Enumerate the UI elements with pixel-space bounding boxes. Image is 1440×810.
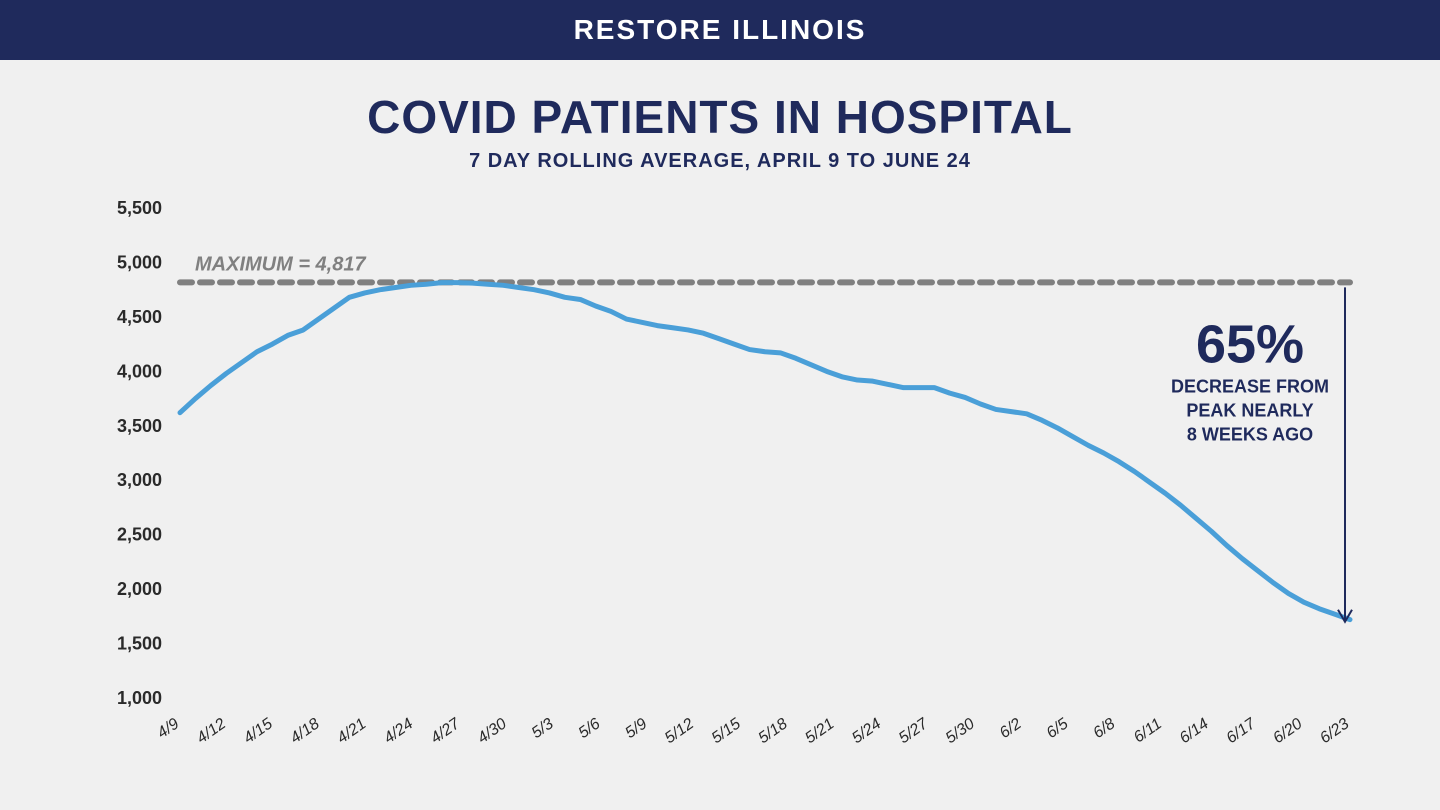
svg-text:5/15: 5/15 xyxy=(709,715,744,747)
svg-text:4,000: 4,000 xyxy=(117,361,162,381)
svg-text:5/9: 5/9 xyxy=(622,715,650,742)
svg-text:4/27: 4/27 xyxy=(428,715,464,747)
svg-text:6/11: 6/11 xyxy=(1131,715,1165,746)
svg-text:5/30: 5/30 xyxy=(943,715,978,747)
line-chart: 1,000 1,500 2,000 2,500 3,000 3,500 4,000 4,500… xyxy=(60,188,1380,768)
callout-line: 8 WEEKS AGO xyxy=(1187,424,1313,444)
svg-text:5/18: 5/18 xyxy=(755,715,790,747)
svg-text:5,000: 5,000 xyxy=(117,252,162,272)
svg-text:6/2: 6/2 xyxy=(997,715,1025,742)
svg-text:2,500: 2,500 xyxy=(117,525,162,545)
svg-text:5/3: 5/3 xyxy=(529,715,557,742)
svg-text:4/18: 4/18 xyxy=(287,715,322,747)
svg-text:5/12: 5/12 xyxy=(662,715,697,747)
chart-container: 1,000 1,500 2,000 2,500 3,000 3,500 4,000 4,500… xyxy=(60,188,1380,768)
svg-text:5/21: 5/21 xyxy=(802,715,837,747)
svg-text:3,500: 3,500 xyxy=(117,416,162,436)
svg-text:2,000: 2,000 xyxy=(117,579,162,599)
max-label: MAXIMUM = 4,817 xyxy=(195,253,366,275)
data-line xyxy=(180,283,1350,620)
svg-text:4,500: 4,500 xyxy=(117,307,162,327)
svg-text:1,500: 1,500 xyxy=(117,634,162,654)
callout-line: PEAK NEARLY xyxy=(1186,400,1313,420)
header-text: RESTORE ILLINOIS xyxy=(574,14,867,46)
svg-text:4/21: 4/21 xyxy=(334,715,369,747)
svg-text:4/15: 4/15 xyxy=(241,715,276,747)
content-area: COVID PATIENTS IN HOSPITAL 7 DAY ROLLING… xyxy=(0,60,1440,778)
svg-text:4/30: 4/30 xyxy=(475,715,510,747)
callout-percent: 65% xyxy=(1196,314,1304,374)
chart-title: COVID PATIENTS IN HOSPITAL xyxy=(40,90,1400,144)
svg-text:5/24: 5/24 xyxy=(849,715,884,747)
svg-text:5/6: 5/6 xyxy=(576,715,604,742)
svg-text:3,000: 3,000 xyxy=(117,470,162,490)
chart-subtitle: 7 DAY ROLLING AVERAGE, APRIL 9 TO JUNE 2… xyxy=(40,150,1400,173)
header-bar: RESTORE ILLINOIS xyxy=(0,0,1440,60)
svg-text:4/12: 4/12 xyxy=(194,715,229,747)
svg-text:6/14: 6/14 xyxy=(1177,715,1212,747)
svg-text:6/23: 6/23 xyxy=(1317,715,1352,747)
svg-text:4/9: 4/9 xyxy=(154,715,182,742)
svg-text:6/8: 6/8 xyxy=(1090,715,1118,742)
svg-text:5,500: 5,500 xyxy=(117,198,162,218)
svg-text:4/24: 4/24 xyxy=(381,715,416,747)
svg-text:6/5: 6/5 xyxy=(1044,715,1072,742)
svg-text:5/27: 5/27 xyxy=(896,715,932,747)
callout-line: DECREASE FROM xyxy=(1171,376,1329,396)
svg-text:6/17: 6/17 xyxy=(1223,715,1259,747)
svg-text:6/20: 6/20 xyxy=(1270,715,1305,747)
svg-text:1,000: 1,000 xyxy=(117,688,162,708)
